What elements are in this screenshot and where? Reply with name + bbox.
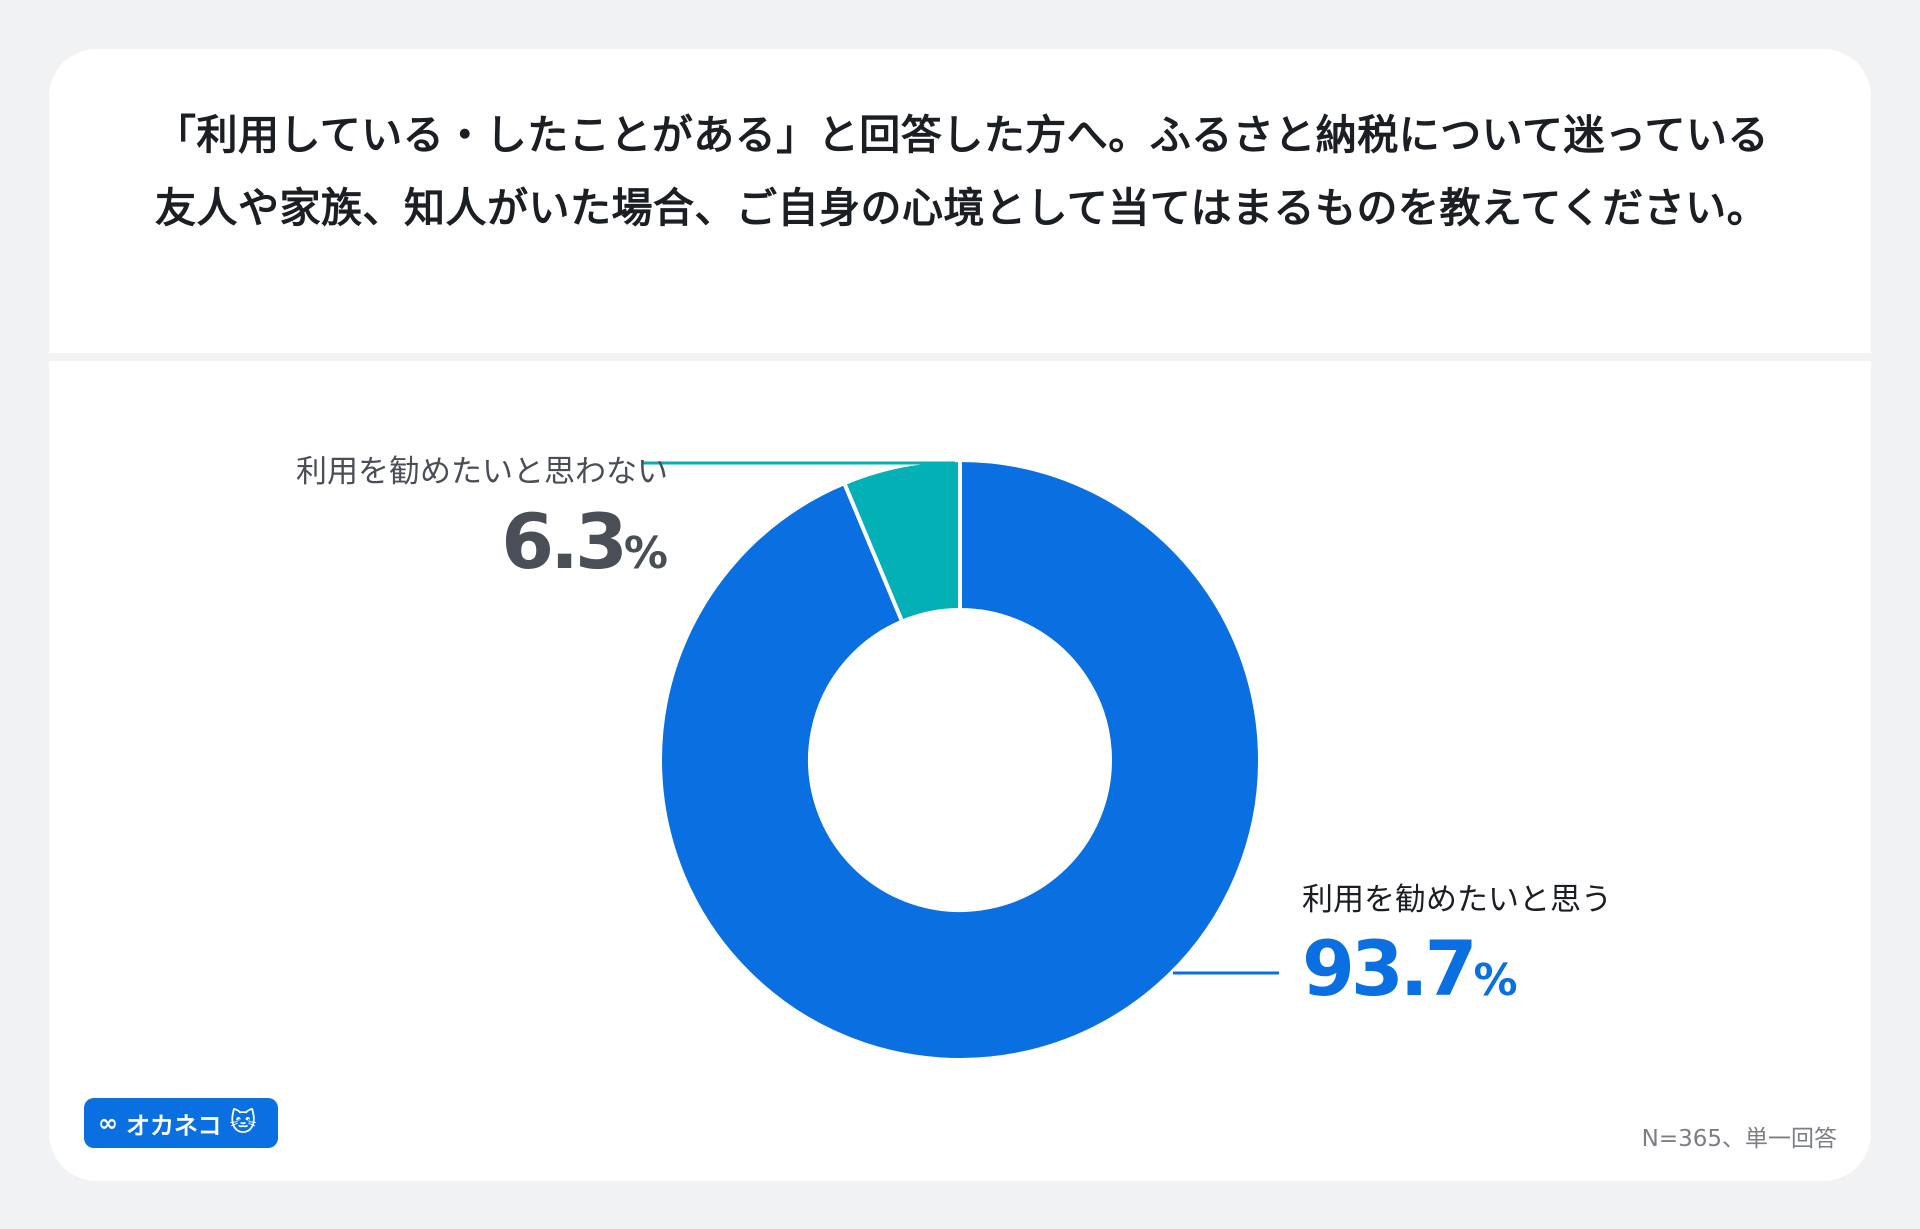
value-unit: %	[1473, 955, 1518, 1006]
logo-text: オカネコ	[126, 1111, 222, 1140]
divider	[49, 353, 1871, 361]
value-recommend: 93.7%	[1302, 924, 1518, 1013]
value-not-recommend: 6.3%	[501, 497, 668, 586]
label-not-recommend: 利用を勧めたいと思わない	[296, 454, 668, 490]
cat-icon: 🐱	[229, 1108, 257, 1138]
value-number: 93.7	[1302, 924, 1478, 1013]
donut-slice-1	[658, 457, 1262, 1062]
donut-slice-2	[841, 457, 962, 625]
chart-card: 「利用している・したことがある」と回答した方へ。ふるさと納税について迷っている友…	[49, 49, 1871, 1181]
footnote: N=365、単一回答	[1641, 1126, 1837, 1152]
donut-chart	[643, 457, 1279, 1062]
label-recommend: 利用を勧めたいと思う	[1302, 882, 1612, 918]
value-unit: %	[623, 528, 668, 579]
value-number: 6.3	[501, 497, 628, 586]
okaneko-logo: ∞ オカネコ 🐱	[84, 1098, 278, 1148]
chart-title: 「利用している・したことがある」と回答した方へ。ふるさと納税について迷っている友…	[155, 111, 1769, 232]
glasses-icon: ∞	[98, 1109, 118, 1137]
